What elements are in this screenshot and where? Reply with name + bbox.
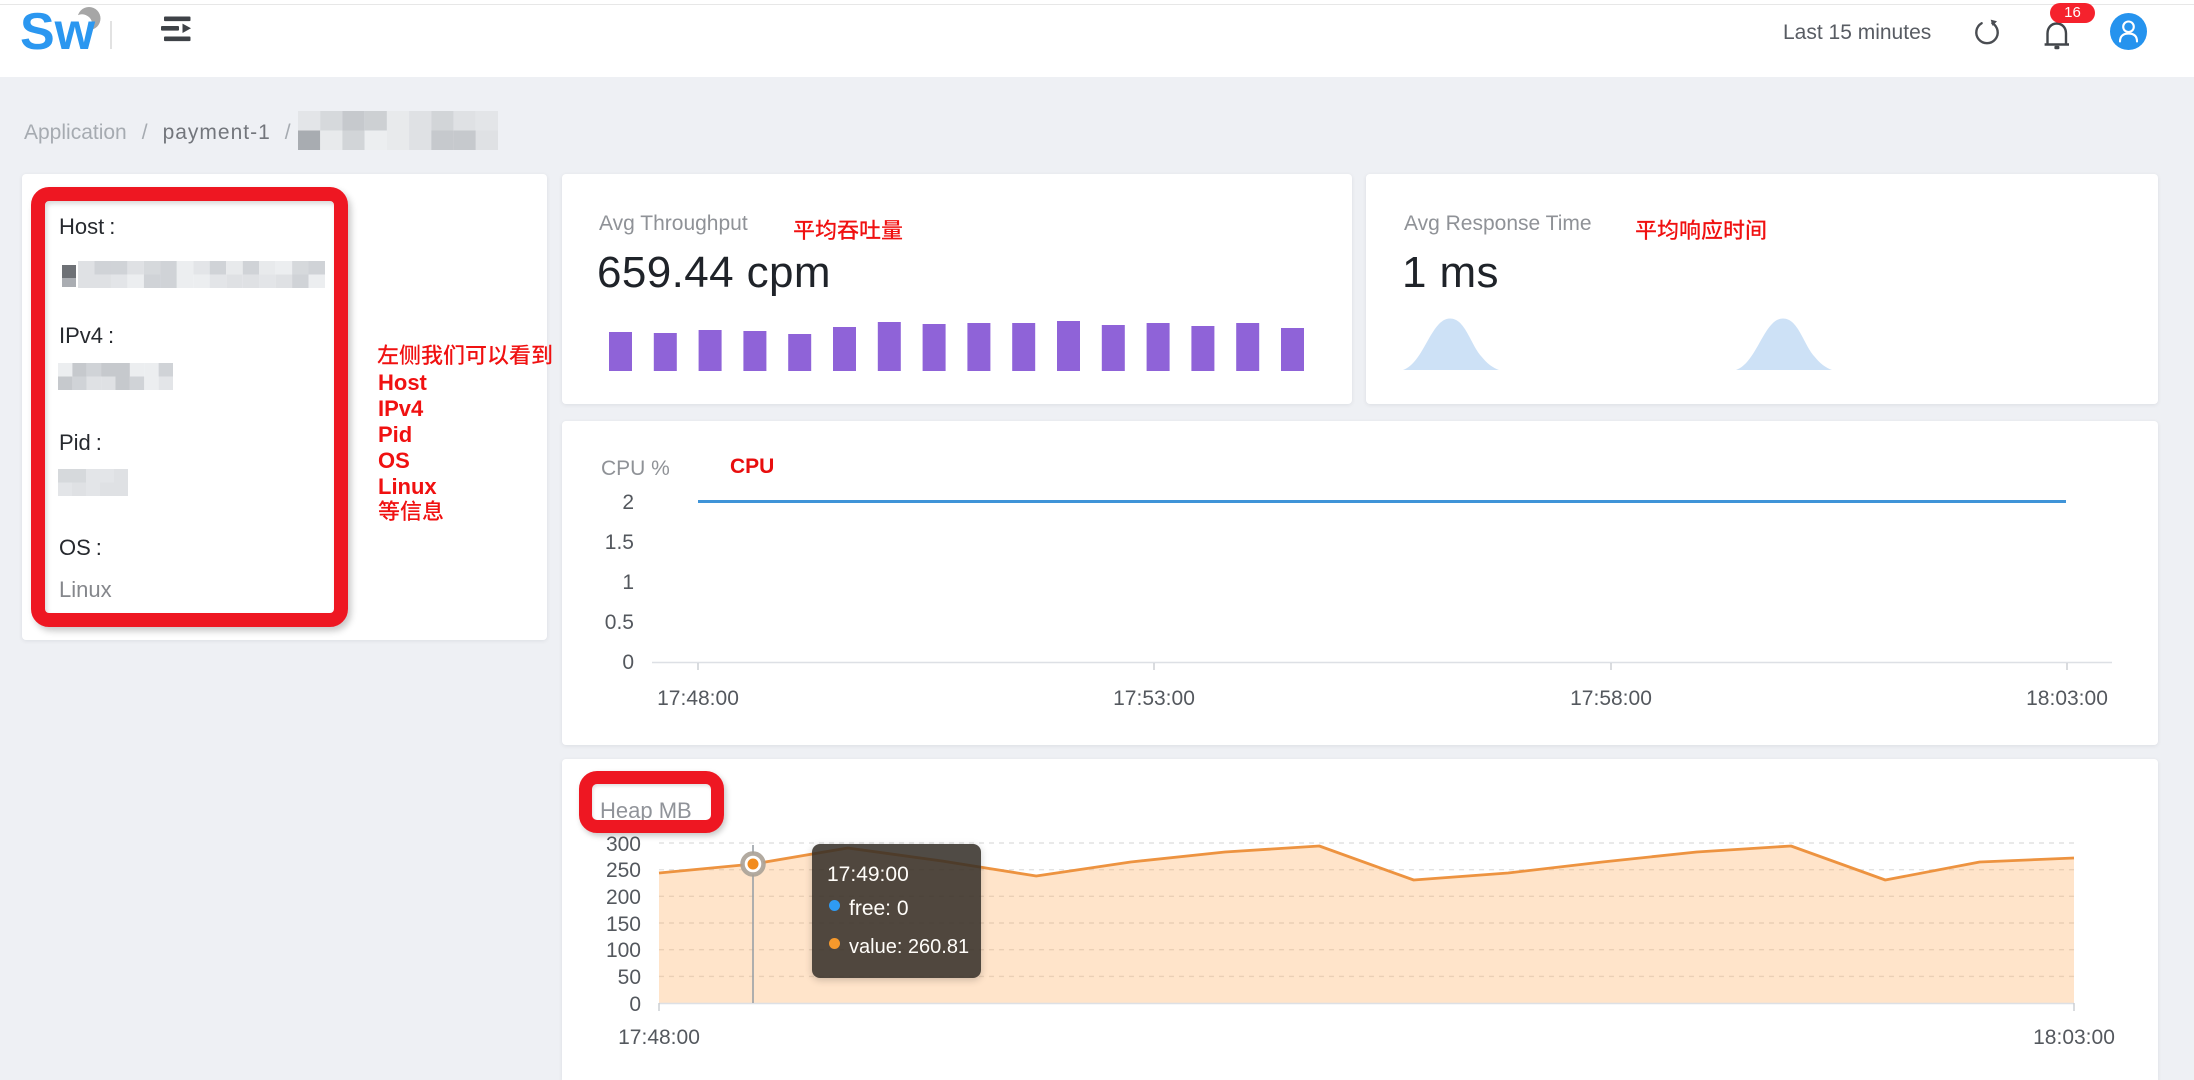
svg-text:2: 2 <box>622 491 634 514</box>
svg-text:250: 250 <box>606 859 641 882</box>
svg-text:300: 300 <box>606 833 641 856</box>
svg-text:18:03:00: 18:03:00 <box>2026 687 2108 710</box>
svg-text:Sw: Sw <box>20 3 96 61</box>
svg-text:17:53:00: 17:53:00 <box>1113 687 1195 710</box>
svg-text:0: 0 <box>629 993 641 1016</box>
svg-text:50: 50 <box>618 966 641 989</box>
svg-text:100: 100 <box>606 939 641 962</box>
svg-text:1: 1 <box>622 571 634 594</box>
svg-text:1.5: 1.5 <box>605 531 634 554</box>
svg-text:0.5: 0.5 <box>605 611 634 634</box>
svg-text:150: 150 <box>606 913 641 936</box>
svg-text:200: 200 <box>606 886 641 909</box>
svg-text:17:48:00: 17:48:00 <box>657 687 739 710</box>
svg-text:18:03:00: 18:03:00 <box>2033 1026 2115 1049</box>
svg-text:0: 0 <box>622 651 634 674</box>
svg-text:17:48:00: 17:48:00 <box>618 1026 700 1049</box>
svg-text:17:58:00: 17:58:00 <box>1570 687 1652 710</box>
